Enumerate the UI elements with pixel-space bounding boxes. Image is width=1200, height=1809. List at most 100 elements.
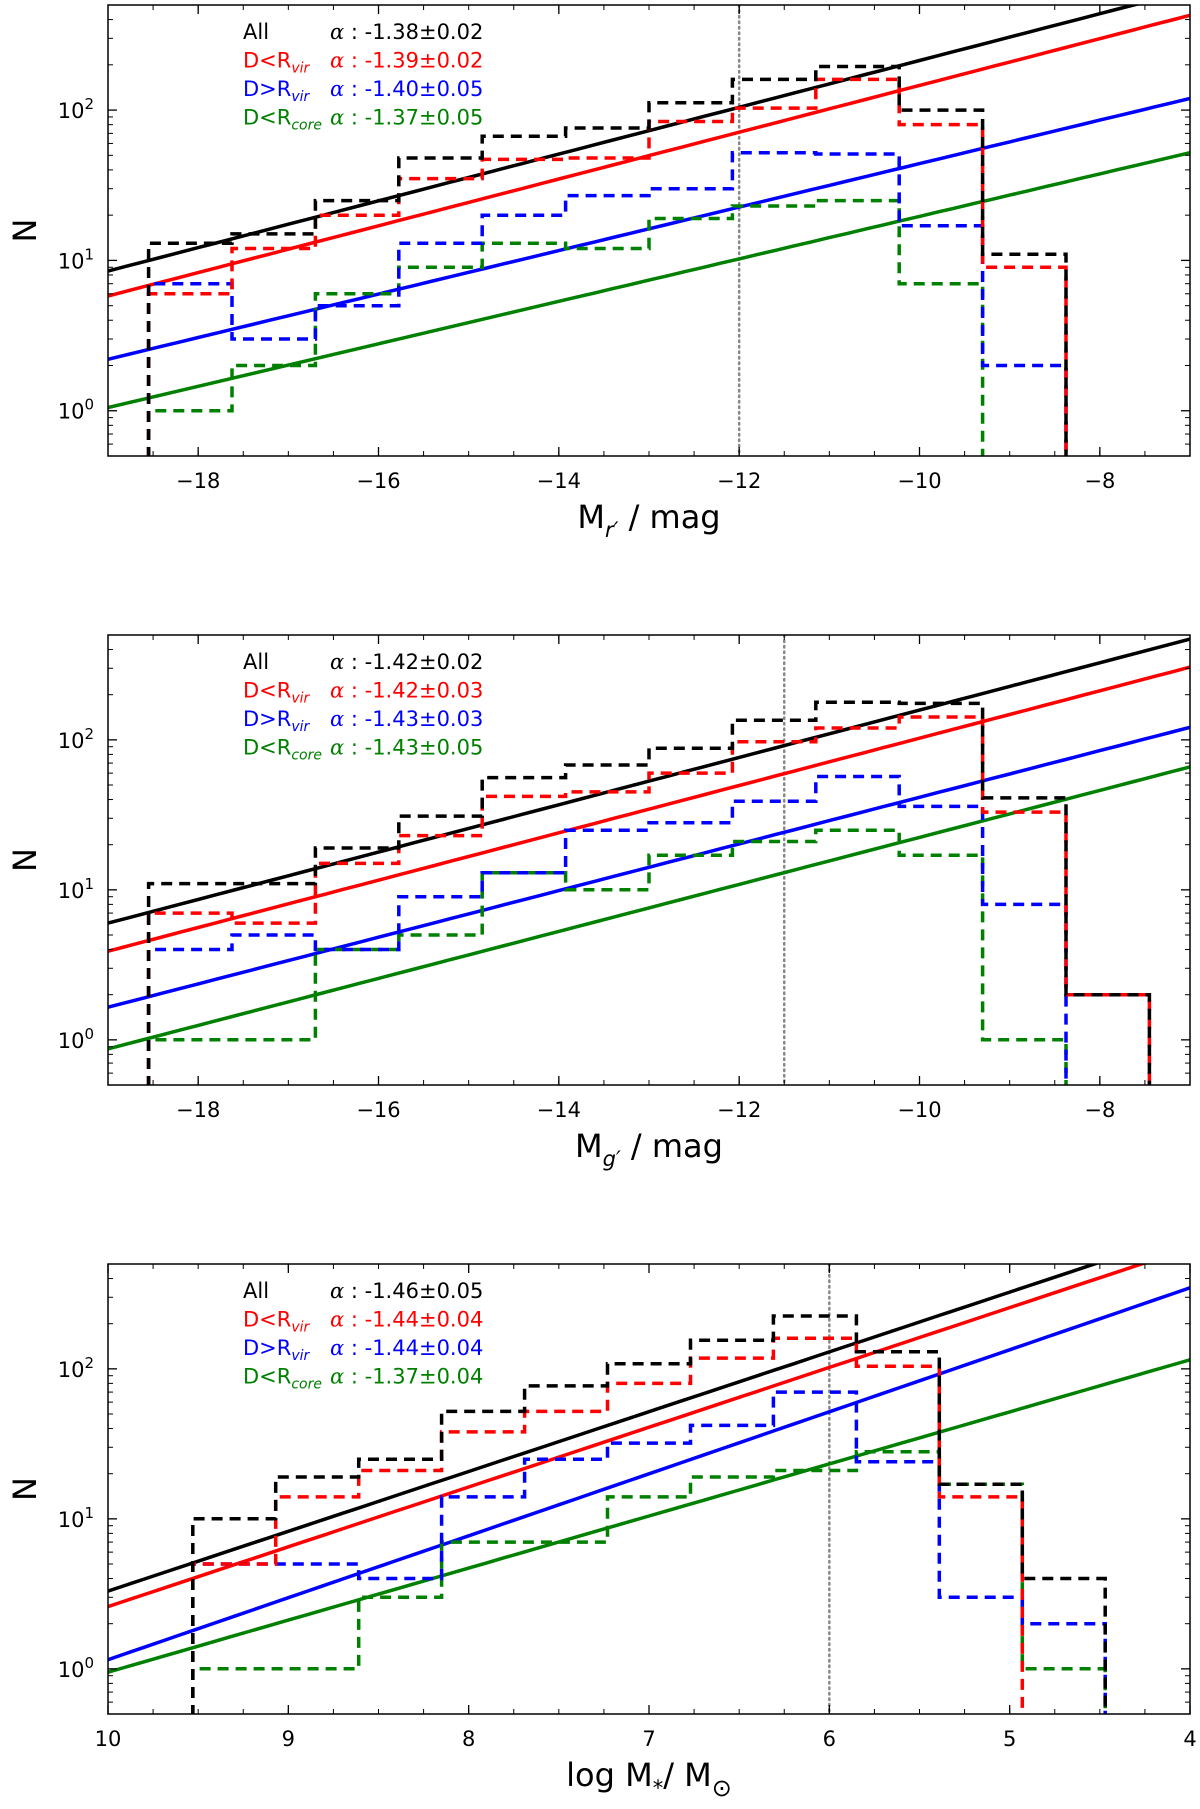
x-axis-label-rest: / M xyxy=(663,1756,712,1794)
legend-alpha-value: : -1.42 xyxy=(344,679,419,703)
legend-alpha-value: : -1.44 xyxy=(344,1308,419,1332)
y-tick-exponent: 2 xyxy=(84,725,94,743)
legend-pm: ± xyxy=(419,707,437,731)
y-tick-exponent: 0 xyxy=(84,396,94,414)
legend-name: D>Rvir xyxy=(243,1336,311,1364)
y-tick-label: 102 xyxy=(58,725,94,753)
x-tick-label: −18 xyxy=(176,1098,220,1122)
legend-name-text: D<R xyxy=(243,106,291,130)
legend-entry: All α : -1.42±0.02 xyxy=(243,650,483,674)
legend-entry: D>Rvir α : -1.43±0.03 xyxy=(243,707,483,735)
legend-alpha-value: : -1.46 xyxy=(344,1279,419,1303)
legend-name: D<Rvir xyxy=(243,1308,311,1336)
legend-alpha-value: : -1.43 xyxy=(344,707,419,731)
y-tick-exponent: 2 xyxy=(84,1354,94,1372)
legend-alpha-err: 0.05 xyxy=(437,1279,484,1303)
y-tick-exponent: 0 xyxy=(84,1025,94,1043)
legend-alpha-err: 0.03 xyxy=(437,679,484,703)
legend-pm: ± xyxy=(419,650,437,674)
y-tick-base: 10 xyxy=(58,1029,85,1053)
x-tick-label: 5 xyxy=(1003,1727,1016,1751)
legend-alpha-symbol: α xyxy=(330,106,344,130)
y-tick-base: 10 xyxy=(58,249,85,273)
legend-name-sub: vir xyxy=(291,691,310,707)
y-tick-label: 102 xyxy=(58,1354,94,1382)
fit-line xyxy=(108,5,1141,273)
legend-name-sub: vir xyxy=(291,719,310,735)
x-axis-label-rest: / mag xyxy=(621,1127,723,1165)
legend-alpha-value: : -1.39 xyxy=(344,49,419,73)
legend-alpha-value: : -1.40 xyxy=(344,77,419,101)
legend-name: D>Rvir xyxy=(243,707,311,735)
legend-entry: All α : -1.46±0.05 xyxy=(243,1279,483,1303)
legend-name: All xyxy=(243,650,269,674)
legend-name: D>Rvir xyxy=(243,77,311,105)
histogram-step xyxy=(146,151,1068,456)
x-tick-label: −16 xyxy=(356,1098,400,1122)
legend-alpha: α : -1.39±0.02 xyxy=(330,49,483,73)
legend-name-text: All xyxy=(243,20,269,44)
histogram-step xyxy=(191,1336,1025,1714)
legend-alpha-value: : -1.44 xyxy=(344,1336,419,1360)
legend-name-text: All xyxy=(243,650,269,674)
x-axis-label-sub: r′ xyxy=(605,518,619,542)
legend-name-text: D>R xyxy=(243,77,291,101)
legend-alpha-err: 0.03 xyxy=(437,707,484,731)
legend-entry: All α : -1.38±0.02 xyxy=(243,20,483,44)
legend-name-text: D<R xyxy=(243,1365,291,1389)
fit-line xyxy=(108,1286,1190,1662)
legend-alpha: α : -1.42±0.03 xyxy=(330,679,483,703)
legend-alpha: α : -1.40±0.05 xyxy=(330,77,483,101)
histogram-step xyxy=(146,77,1068,456)
legend-alpha-symbol: α xyxy=(330,49,344,73)
fit-line xyxy=(108,1264,1147,1609)
y-axis-label: N xyxy=(6,1477,44,1501)
fit-line xyxy=(108,665,1190,953)
legend-name: D<Rcore xyxy=(243,106,322,134)
x-tick-label: 4 xyxy=(1183,1727,1196,1751)
legend-alpha-value: : -1.43 xyxy=(344,736,419,760)
x-tick-label: 7 xyxy=(642,1727,655,1751)
axes-frame xyxy=(107,1263,1191,1715)
legend-alpha-err: 0.05 xyxy=(437,736,484,760)
legend-alpha-err: 0.02 xyxy=(437,49,484,73)
y-tick-exponent: 1 xyxy=(84,245,94,263)
y-tick-base: 10 xyxy=(58,1508,85,1532)
fit-line xyxy=(108,765,1190,1051)
y-tick-exponent: 1 xyxy=(84,1504,94,1522)
legend-alpha: α : -1.43±0.03 xyxy=(330,707,483,731)
legend-pm: ± xyxy=(419,106,437,130)
y-tick-base: 10 xyxy=(58,99,85,123)
legend-pm: ± xyxy=(419,1336,437,1360)
legend-alpha: α : -1.37±0.04 xyxy=(330,1365,483,1389)
legend-name-sub: vir xyxy=(291,1320,310,1336)
legend-alpha-symbol: α xyxy=(330,1336,344,1360)
x-tick-label: −12 xyxy=(717,1098,761,1122)
legend-entry: D<Rvir α : -1.44±0.04 xyxy=(243,1308,483,1336)
legend-alpha-symbol: α xyxy=(330,707,344,731)
x-tick-label: 8 xyxy=(462,1727,475,1751)
x-axis-label-rest: / mag xyxy=(618,498,720,536)
fit-line xyxy=(108,150,1190,410)
legend-alpha-symbol: α xyxy=(330,1365,344,1389)
histogram-step xyxy=(191,1450,1107,1714)
legend-name-text: D>R xyxy=(243,707,291,731)
y-tick-base: 10 xyxy=(58,400,85,424)
x-tick-label: −14 xyxy=(537,1098,581,1122)
legend-alpha: α : -1.46±0.05 xyxy=(330,1279,483,1303)
y-tick-label: 101 xyxy=(58,1504,94,1532)
legend-pm: ± xyxy=(419,1279,437,1303)
legend-name-text: All xyxy=(243,1279,269,1303)
y-tick-label: 101 xyxy=(58,875,94,903)
legend-alpha-err: 0.04 xyxy=(437,1336,484,1360)
legend-pm: ± xyxy=(419,736,437,760)
legend-alpha-symbol: α xyxy=(330,736,344,760)
legend-name: All xyxy=(243,20,269,44)
legend-alpha-symbol: α xyxy=(330,77,344,101)
x-tick-label: −16 xyxy=(356,469,400,493)
x-tick-label: −10 xyxy=(897,1098,941,1122)
legend-name-text: D<R xyxy=(243,49,291,73)
legend-name-text: D>R xyxy=(243,1336,291,1360)
x-axis-label: Mg′ / mag xyxy=(575,1127,723,1171)
